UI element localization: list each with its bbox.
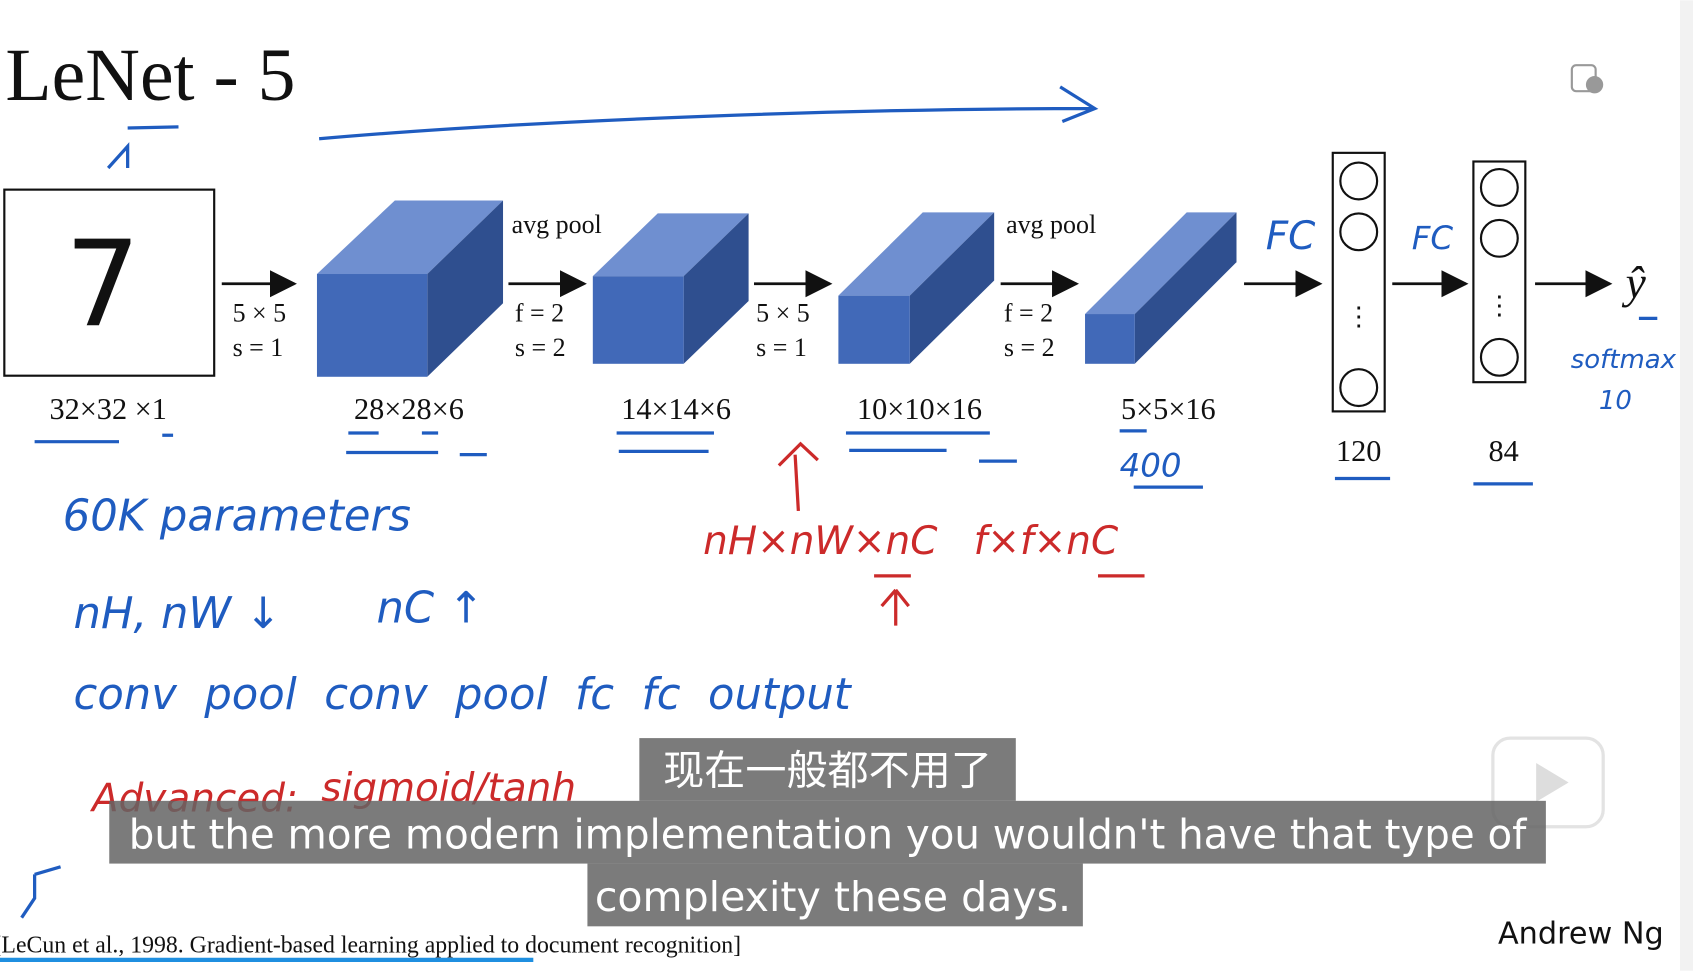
- op-line: s = 1: [756, 333, 807, 362]
- volume-1: [316, 200, 504, 377]
- subtitle: complexity these days.: [595, 873, 1071, 921]
- annotation: nH×nW×nC: [703, 519, 938, 564]
- annotation: FC: [1412, 219, 1454, 257]
- shape: 32×32 ×1 28×28×6 14×14×6 10×10×16 5×5×16…: [49, 258, 1646, 468]
- input-arrow-annotation: [106, 125, 179, 170]
- subtitle-box: [639, 738, 1016, 801]
- top-right-icon[interactable]: [1570, 64, 1604, 94]
- shape: 5 × 5 s = 1 avg pool f = 2 s = 2 5 × 5 s…: [233, 210, 1097, 362]
- forward-arrow-annotation: [318, 85, 1099, 141]
- shape: FC FC softmax 10 400 60K parameters nH, …: [63, 214, 1677, 720]
- annotation: nC ↑: [376, 583, 484, 633]
- shape: [1479, 218, 1519, 258]
- layer-dims: 10×10×16: [857, 392, 982, 426]
- shape: [592, 213, 749, 277]
- op-name: avg pool: [1006, 210, 1096, 239]
- annotation: FC: [1266, 214, 1316, 259]
- volume-4: [1085, 212, 1237, 364]
- shape: [838, 295, 910, 364]
- op-line: s = 2: [515, 333, 566, 362]
- op-line: f = 2: [1004, 299, 1053, 328]
- shape: [1339, 212, 1379, 252]
- layer-dims: 120: [1336, 434, 1381, 468]
- op-line: 5 × 5: [756, 299, 810, 328]
- shape: [838, 212, 995, 296]
- annotation: f×f×nC: [974, 519, 1119, 564]
- annotation: softmax: [1571, 345, 1677, 375]
- output-label: ŷ: [1622, 258, 1647, 308]
- slide-title: LeNet - 5: [5, 34, 295, 117]
- op-name: avg pool: [512, 210, 602, 239]
- shape: [683, 213, 749, 364]
- shape: [1134, 212, 1237, 364]
- layer-dims: 28×28×6: [354, 392, 464, 426]
- layer-dims: 14×14×6: [621, 392, 731, 426]
- shape: [1339, 368, 1379, 408]
- op-line: s = 1: [233, 333, 284, 362]
- op-line: 5 × 5: [233, 299, 287, 328]
- layer-dims: 32×32 ×1: [49, 392, 166, 426]
- subtitle: but the more modern implementation you w…: [129, 810, 1528, 858]
- shape: [1479, 167, 1519, 207]
- citation: [LeCun et al., 1998. Gradient-based lear…: [0, 932, 741, 958]
- shape: [1536, 762, 1569, 802]
- shape: [1472, 160, 1527, 384]
- shape: [1339, 161, 1379, 201]
- fc-layer-2: ⋮: [1472, 160, 1527, 384]
- layer-dims: 84: [1489, 434, 1519, 468]
- shape: [427, 200, 504, 377]
- shape: [316, 200, 504, 275]
- annotation: 60K parameters: [63, 491, 411, 541]
- shape: [1085, 314, 1135, 364]
- op-line: s = 2: [1004, 333, 1055, 362]
- volume-2: [592, 213, 749, 364]
- shape: [1479, 337, 1519, 377]
- annotation: conv pool conv pool fc fc output: [74, 670, 853, 720]
- subtitle-box: [587, 863, 1083, 927]
- shape: [316, 274, 428, 377]
- annotation: 400: [1120, 446, 1182, 484]
- shape: [909, 212, 995, 364]
- glyph: ⋮: [1486, 291, 1512, 320]
- red-arrows-annotation: [777, 441, 1145, 626]
- input-digit: 7: [65, 216, 141, 354]
- shape: [1585, 76, 1604, 94]
- author: Andrew Ng: [1498, 917, 1664, 952]
- shape: [592, 276, 684, 364]
- volume-3: [838, 212, 995, 364]
- subtitle: 现在一般都不用了: [663, 747, 992, 795]
- subtitle-box: [109, 800, 1546, 864]
- annotation: nH, nW ↓: [74, 589, 282, 639]
- layer-dims: 5×5×16: [1121, 392, 1216, 426]
- input-image: [3, 188, 216, 377]
- fc-layer-1: ⋮: [1331, 151, 1386, 413]
- underline-annotations: [34, 316, 1658, 489]
- op-line: f = 2: [515, 299, 564, 328]
- scrollbar-edge: [1680, 0, 1693, 971]
- glyph: ⋮: [1346, 302, 1372, 331]
- annotation: 10: [1599, 386, 1632, 416]
- shape: [1085, 212, 1237, 315]
- citation-arrow-annotation: [20, 865, 62, 919]
- shape: [1331, 151, 1386, 413]
